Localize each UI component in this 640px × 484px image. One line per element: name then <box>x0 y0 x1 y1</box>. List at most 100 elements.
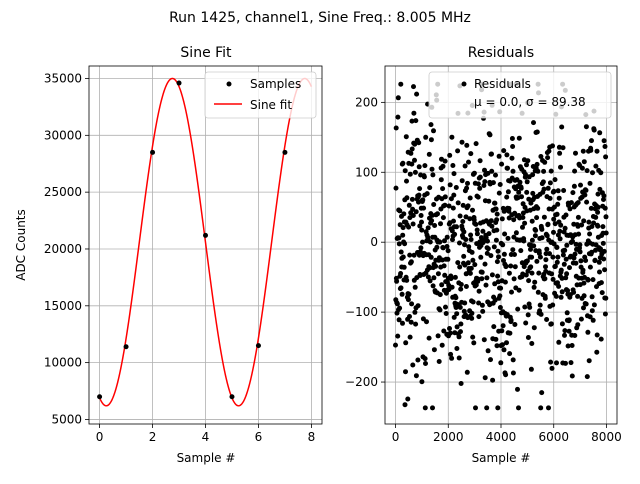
residual-point <box>450 163 456 168</box>
residual-point <box>595 191 601 197</box>
residual-point <box>561 261 567 267</box>
residual-point <box>584 199 590 205</box>
residual-point <box>523 320 529 326</box>
residual-point <box>555 188 561 194</box>
residual-point <box>529 341 535 346</box>
residual-point <box>542 276 548 282</box>
residual-point <box>584 374 590 380</box>
x-tick-label: 4000 <box>486 430 517 444</box>
sample-point <box>150 149 156 155</box>
residual-point <box>589 138 594 144</box>
residual-point <box>488 253 494 259</box>
sine-fit-title: Sine Fit <box>180 45 232 61</box>
residual-point <box>554 211 560 217</box>
residual-point <box>441 263 447 269</box>
residual-point <box>585 329 591 335</box>
sample-point <box>176 80 182 86</box>
residual-point <box>417 186 423 192</box>
residual-point <box>489 223 495 229</box>
residual-point <box>556 339 562 345</box>
residual-point <box>471 340 477 346</box>
residual-point <box>538 405 544 411</box>
residual-point <box>496 254 501 260</box>
residual-point <box>493 336 499 342</box>
residual-point <box>413 118 419 124</box>
residual-point <box>486 231 492 237</box>
residual-point <box>595 223 601 229</box>
residual-point <box>468 237 474 242</box>
residual-point <box>570 238 575 244</box>
residual-point <box>438 221 443 227</box>
residual-point <box>485 246 491 252</box>
residual-point <box>477 158 483 164</box>
residual-point <box>418 213 424 218</box>
residual-point <box>539 226 545 232</box>
residual-point <box>590 170 595 176</box>
residual-point <box>422 356 428 362</box>
residual-point <box>599 290 605 296</box>
residual-point <box>412 284 418 290</box>
residual-point <box>559 124 565 130</box>
residual-point <box>411 252 417 258</box>
residual-point <box>523 172 528 177</box>
residual-point <box>500 323 506 329</box>
residual-point <box>509 289 514 295</box>
residual-point <box>551 204 557 210</box>
residual-point <box>400 232 406 238</box>
residual-point <box>502 231 508 237</box>
residual-point <box>410 221 416 227</box>
residual-point <box>499 216 505 222</box>
residual-point <box>510 144 516 149</box>
residual-point <box>547 251 552 257</box>
residual-point <box>443 304 448 310</box>
residual-point <box>447 182 453 188</box>
residual-point <box>568 360 574 366</box>
residual-point <box>428 254 434 260</box>
residual-point <box>449 355 455 361</box>
residual-point <box>453 185 459 190</box>
residual-point <box>421 205 427 211</box>
residual-point <box>493 172 498 178</box>
residual-point <box>483 282 489 288</box>
residual-point <box>557 236 563 242</box>
residual-point <box>473 405 478 411</box>
residual-point <box>493 206 499 212</box>
residual-point <box>482 261 488 267</box>
residual-point <box>411 84 416 90</box>
residual-point <box>394 301 400 307</box>
residual-point <box>439 342 445 348</box>
residual-point <box>504 194 510 200</box>
residual-point <box>428 122 434 128</box>
x-tick-label: 0 <box>96 430 104 444</box>
residual-point <box>431 202 437 207</box>
residual-point <box>551 216 557 222</box>
residual-point <box>518 248 524 254</box>
residual-point <box>454 324 460 330</box>
residual-point <box>464 142 470 148</box>
residual-point <box>535 289 541 295</box>
residual-point <box>525 312 531 318</box>
residual-point <box>495 405 501 411</box>
x-tick-label: 8 <box>308 430 316 444</box>
residual-point <box>459 178 465 184</box>
residual-point <box>586 219 592 225</box>
residual-point <box>403 134 409 140</box>
residual-point <box>492 297 498 303</box>
residual-point <box>400 225 406 231</box>
residual-point <box>408 259 414 265</box>
residual-point <box>489 272 495 278</box>
residual-point <box>537 254 543 260</box>
x-tick-label: 8000 <box>591 430 622 444</box>
residual-point <box>398 249 404 255</box>
residual-point <box>503 372 509 378</box>
y-tick-label: 35000 <box>44 72 82 86</box>
residual-point <box>603 295 609 301</box>
residual-point <box>421 174 427 180</box>
sample-point <box>229 394 235 400</box>
residual-point <box>467 216 473 222</box>
residual-point <box>531 243 537 249</box>
residual-point <box>448 351 454 357</box>
residual-point <box>412 141 418 147</box>
residual-point <box>419 227 425 233</box>
residual-point <box>463 214 469 220</box>
